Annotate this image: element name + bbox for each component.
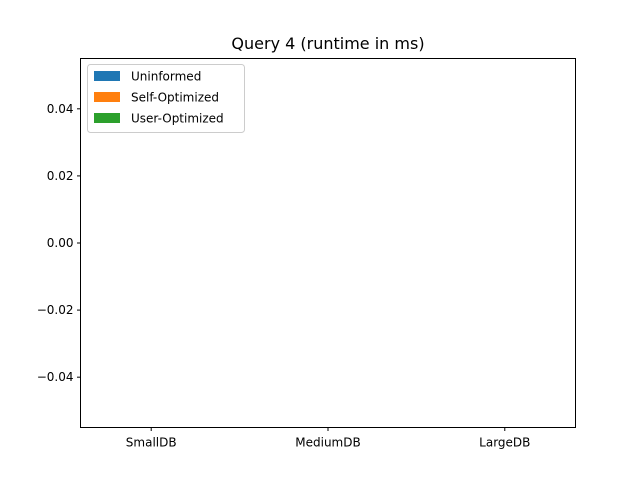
x-tick-label: LargeDB (479, 436, 530, 450)
chart-title: Query 4 (runtime in ms) (231, 34, 424, 53)
x-tick-label: MediumDB (295, 436, 360, 450)
y-tick-label: −0.04 (37, 370, 74, 384)
legend-label: Self-Optimized (131, 91, 219, 105)
legend-label: User-Optimized (131, 112, 224, 126)
legend-swatch (94, 113, 120, 123)
y-tick-label: −0.02 (37, 303, 74, 317)
x-axis: SmallDB MediumDB LargeDB (126, 427, 530, 450)
legend-label: Uninformed (131, 70, 201, 84)
legend-swatch (94, 92, 120, 102)
y-axis: 0.04 0.02 0.00 −0.02 −0.04 (37, 102, 81, 384)
legend: Uninformed Self-Optimized User-Optimized (87, 64, 245, 133)
y-tick-label: 0.00 (47, 236, 74, 250)
y-tick-label: 0.04 (47, 102, 74, 116)
legend-frame (87, 64, 245, 133)
x-tick-label: SmallDB (126, 436, 177, 450)
y-tick-label: 0.02 (47, 169, 74, 183)
legend-swatch (94, 71, 120, 81)
